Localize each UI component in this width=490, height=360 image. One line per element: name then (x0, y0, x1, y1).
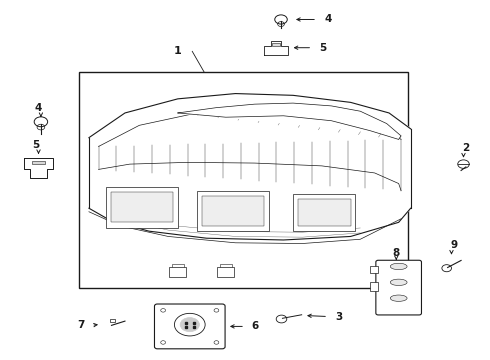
FancyBboxPatch shape (376, 260, 421, 315)
Text: 1: 1 (174, 46, 182, 56)
Text: 7: 7 (78, 320, 85, 330)
Bar (298, 199, 351, 226)
Polygon shape (178, 103, 401, 139)
Text: 2: 2 (462, 143, 469, 153)
FancyBboxPatch shape (154, 304, 225, 349)
Text: 4: 4 (35, 103, 42, 113)
Bar (369, 282, 378, 291)
Ellipse shape (390, 295, 407, 301)
Ellipse shape (390, 263, 407, 270)
Polygon shape (89, 94, 411, 240)
Text: 9: 9 (450, 240, 458, 250)
Bar (111, 192, 173, 222)
Bar (106, 187, 178, 228)
Polygon shape (24, 158, 53, 177)
Bar (272, 43, 280, 46)
Bar (172, 264, 184, 267)
Polygon shape (264, 41, 288, 55)
Text: 8: 8 (392, 248, 400, 258)
Bar (197, 190, 269, 231)
Circle shape (180, 318, 199, 332)
Bar (202, 196, 264, 226)
Ellipse shape (390, 279, 407, 285)
Text: 3: 3 (335, 311, 343, 321)
Text: 5: 5 (319, 43, 327, 53)
Bar (79, 72, 408, 288)
Bar (220, 264, 232, 267)
Bar (217, 267, 234, 277)
Bar (369, 266, 378, 274)
Text: 5: 5 (32, 140, 40, 150)
Bar (110, 319, 115, 322)
Text: 4: 4 (324, 14, 332, 24)
Bar (169, 267, 186, 277)
Bar (293, 194, 355, 231)
Bar (32, 161, 45, 164)
Text: 6: 6 (251, 321, 259, 332)
